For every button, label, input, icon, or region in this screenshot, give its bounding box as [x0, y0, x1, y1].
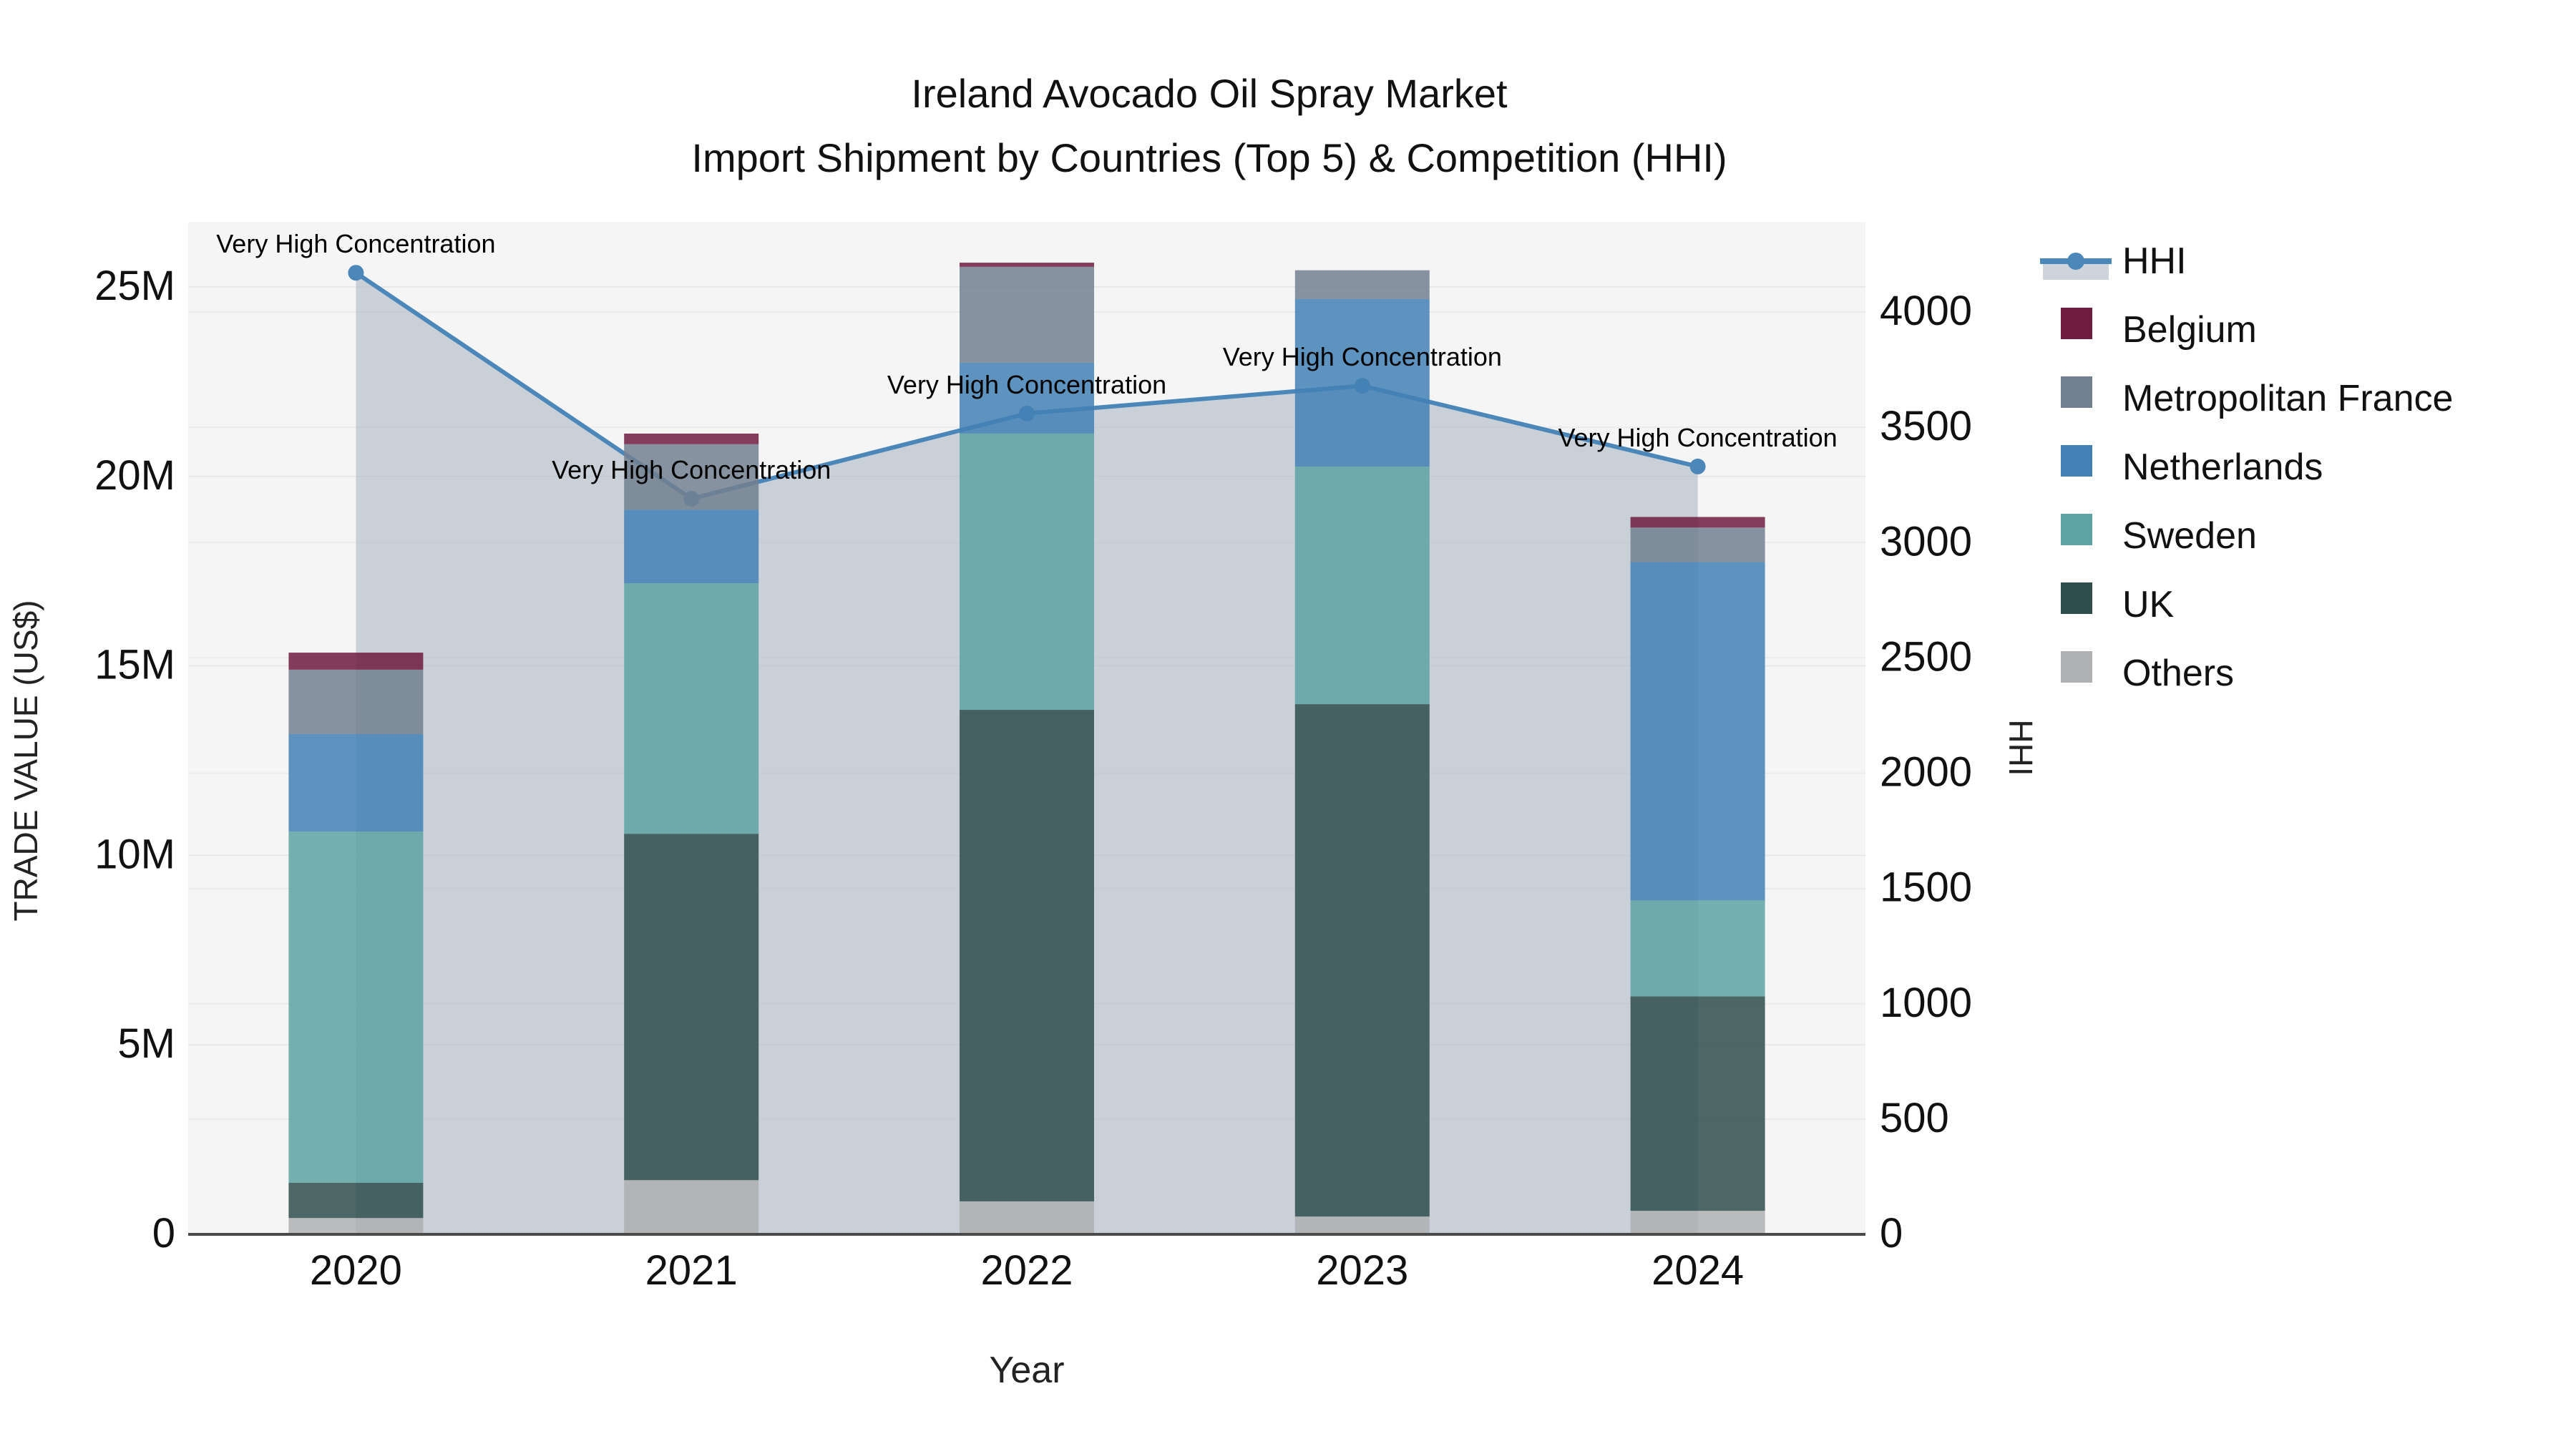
legend-label-belgium: Belgium: [2122, 309, 2257, 351]
hhi-point-2020[interactable]: [348, 265, 364, 281]
legend-item-sweden[interactable]: Sweden: [2061, 514, 2257, 557]
right-tick-2500: 2500: [1880, 633, 1972, 680]
annotation-2020: Very High Concentration: [216, 229, 495, 258]
bar-segment-uk-2024[interactable]: [1630, 996, 1765, 1211]
legend-item-uk[interactable]: UK: [2061, 582, 2175, 625]
bar-segment-others-2020[interactable]: [288, 1218, 424, 1234]
left-tick-25M: 25M: [94, 263, 175, 309]
legend-label-netherlands: Netherlands: [2122, 447, 2323, 488]
bar-segment-belgium-2020[interactable]: [288, 653, 424, 670]
annotation-2023: Very High Concentration: [1223, 342, 1502, 371]
x-axis-title: Year: [989, 1350, 1064, 1391]
legend-item-metropolitan-france[interactable]: Metropolitan France: [2061, 376, 2453, 419]
right-tick-0: 0: [1880, 1210, 1903, 1257]
bar-segment-belgium-2024[interactable]: [1630, 517, 1765, 528]
left-tick-0: 0: [152, 1210, 175, 1257]
right-tick-2000: 2000: [1880, 749, 1972, 796]
bar-segment-metropolitan-france-2020[interactable]: [288, 669, 424, 734]
left-tick-5M: 5M: [117, 1020, 175, 1067]
bar-segment-netherlands-2020[interactable]: [288, 733, 424, 832]
bar-segment-belgium-2022[interactable]: [960, 263, 1094, 267]
legend-label-sweden: Sweden: [2122, 515, 2257, 557]
bar-segment-others-2021[interactable]: [624, 1180, 759, 1234]
hhi-point-2024[interactable]: [1689, 458, 1706, 474]
right-axis-title: HHI: [2002, 719, 2039, 776]
legend: HHI Belgium Metropolitan France Netherlands…: [2040, 240, 2453, 694]
legend-swatch-uk: [2061, 582, 2092, 614]
legend-swatch-netherlands: [2061, 445, 2092, 477]
bar-segment-netherlands-2023[interactable]: [1294, 298, 1430, 467]
legend-swatch-belgium: [2061, 308, 2092, 339]
right-tick-4000: 4000: [1880, 288, 1972, 334]
annotation-2021: Very High Concentration: [552, 455, 831, 484]
bar-segment-sweden-2024[interactable]: [1630, 900, 1765, 997]
annotation-2024: Very High Concentration: [1558, 423, 1837, 452]
bar-segment-sweden-2022[interactable]: [960, 433, 1094, 711]
legend-item-hhi[interactable]: HHI: [2040, 240, 2187, 282]
bar-segment-sweden-2021[interactable]: [624, 583, 759, 834]
legend-label-metropolitan-france: Metropolitan France: [2122, 378, 2453, 419]
right-tick-1500: 1500: [1880, 864, 1972, 911]
plot-area: 0 5M 10M 15M 20M 25M 0 500 1000 1500 2000 2500 3000 3…: [94, 222, 1972, 1294]
x-tick-2020: 2020: [310, 1247, 402, 1294]
x-tick-2024: 2024: [1652, 1247, 1744, 1294]
legend-item-belgium[interactable]: Belgium: [2061, 308, 2257, 351]
bar-segment-netherlands-2022[interactable]: [960, 362, 1094, 434]
legend-item-others[interactable]: Others: [2061, 651, 2234, 694]
right-tick-3000: 3000: [1880, 518, 1972, 565]
bar-segment-netherlands-2021[interactable]: [624, 509, 759, 584]
bar-segment-sweden-2023[interactable]: [1294, 467, 1430, 705]
bar-segment-others-2023[interactable]: [1294, 1216, 1430, 1234]
legend-swatch-others: [2061, 651, 2092, 683]
bar-segment-netherlands-2024[interactable]: [1630, 562, 1765, 901]
left-tick-15M: 15M: [94, 642, 175, 688]
bar-segment-others-2024[interactable]: [1630, 1211, 1765, 1234]
legend-item-netherlands[interactable]: Netherlands: [2061, 445, 2323, 488]
legend-label-hhi: HHI: [2122, 240, 2187, 282]
legend-swatch-sweden: [2061, 514, 2092, 545]
bar-segment-uk-2021[interactable]: [624, 834, 759, 1181]
bar-segment-metropolitan-france-2024[interactable]: [1630, 527, 1765, 562]
left-axis-title: TRADE VALUE (US$): [7, 600, 44, 921]
bar-segment-sweden-2020[interactable]: [288, 831, 424, 1183]
annotation-2022: Very High Concentration: [887, 370, 1166, 399]
right-tick-500: 500: [1880, 1095, 1949, 1141]
bar-segment-uk-2023[interactable]: [1294, 704, 1430, 1217]
right-tick-1000: 1000: [1880, 980, 1972, 1026]
bar-segment-others-2022[interactable]: [960, 1201, 1094, 1234]
x-tick-2021: 2021: [645, 1247, 738, 1294]
bar-segment-uk-2022[interactable]: [960, 710, 1094, 1201]
left-tick-20M: 20M: [94, 452, 175, 499]
bar-segment-belgium-2021[interactable]: [624, 433, 759, 444]
legend-hhi-marker: [2067, 253, 2084, 270]
x-tick-2022: 2022: [980, 1247, 1073, 1294]
bar-segment-uk-2020[interactable]: [288, 1182, 424, 1219]
chart-title-line1: Ireland Avocado Oil Spray Market: [911, 71, 1508, 116]
x-tick-2023: 2023: [1316, 1247, 1408, 1294]
legend-label-uk: UK: [2122, 584, 2175, 625]
bar-segment-metropolitan-france-2021[interactable]: [624, 444, 759, 510]
left-tick-10M: 10M: [94, 831, 175, 877]
bar-segment-metropolitan-france-2023[interactable]: [1294, 270, 1430, 299]
right-tick-3500: 3500: [1880, 403, 1972, 449]
legend-label-others: Others: [2122, 653, 2234, 694]
legend-swatch-metropolitan-france: [2061, 376, 2092, 408]
bar-segment-metropolitan-france-2022[interactable]: [960, 266, 1094, 363]
chart-title-line2: Import Shipment by Countries (Top 5) & C…: [691, 135, 1727, 180]
